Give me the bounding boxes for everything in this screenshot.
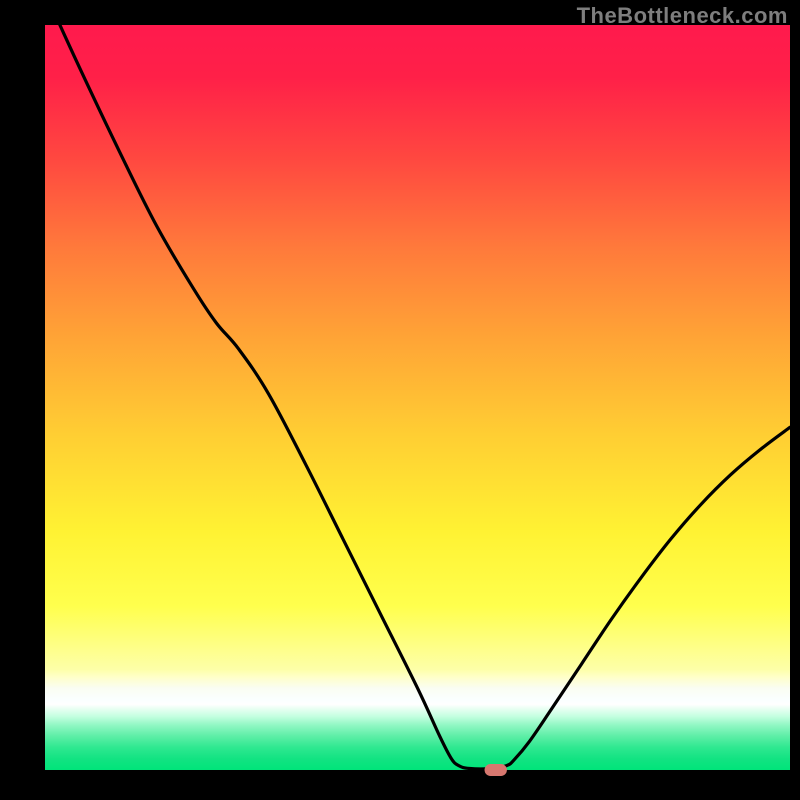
plot-background-gradient bbox=[45, 25, 790, 770]
optimal-point-marker bbox=[485, 764, 507, 776]
bottleneck-chart-svg bbox=[0, 0, 800, 800]
chart-stage: TheBottleneck.com bbox=[0, 0, 800, 800]
watermark-text: TheBottleneck.com bbox=[577, 3, 788, 29]
